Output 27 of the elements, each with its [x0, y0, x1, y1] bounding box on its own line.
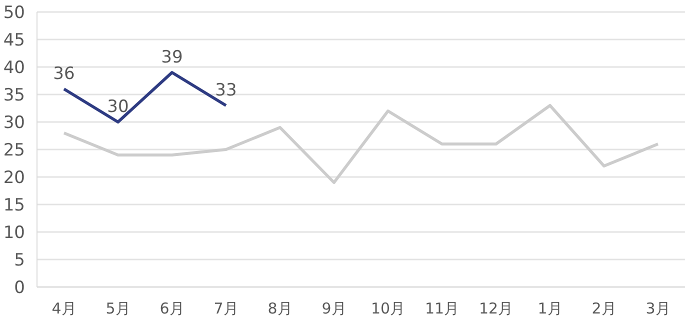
y-tick-label: 45	[3, 30, 25, 51]
y-tick-label: 15	[3, 196, 25, 216]
x-tick-label: 7月	[214, 300, 238, 318]
x-tick-label: 10月	[370, 300, 406, 318]
y-tick-label: 25	[3, 140, 25, 161]
x-tick-label: 1月	[538, 300, 562, 318]
x-tick-label: 12月	[478, 300, 514, 318]
x-tick-label: 9月	[322, 300, 346, 318]
y-tick-label: 40	[3, 58, 25, 78]
x-tick-label: 4月	[52, 300, 76, 318]
y-tick-label: 20	[3, 168, 25, 188]
y-tick-label: 10	[3, 223, 25, 244]
data-label: 33	[215, 80, 237, 100]
x-tick-label: 5月	[106, 300, 130, 318]
x-tick-label: 6月	[160, 300, 184, 318]
data-label: 39	[161, 48, 183, 68]
y-tick-label: 0	[14, 278, 25, 298]
y-tick-label: 35	[3, 86, 25, 106]
x-tick-label: 3月	[646, 300, 670, 318]
y-tick-label: 50	[3, 3, 25, 24]
y-tick-label: 5	[14, 250, 25, 271]
y-tick-label: 30	[3, 113, 25, 134]
data-label: 30	[107, 97, 129, 117]
x-tick-label: 2月	[592, 300, 616, 318]
data-label: 36	[53, 64, 75, 84]
x-tick-label: 11月	[424, 300, 460, 318]
x-tick-label: 8月	[268, 300, 292, 318]
